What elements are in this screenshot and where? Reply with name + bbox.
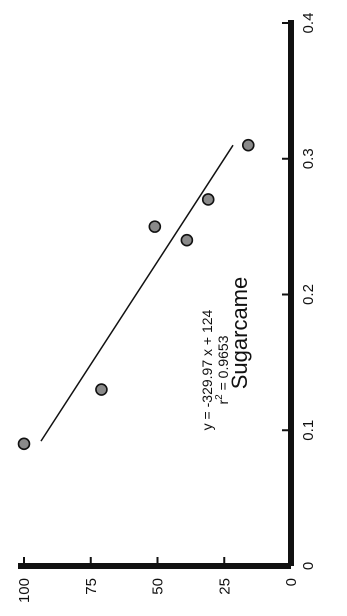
y-tick-label: 50 <box>150 578 167 595</box>
y-tick-label: 25 <box>216 578 233 595</box>
x-tick-label: 0.2 <box>300 284 317 305</box>
regression-equation: y = -329.97 x + 124 <box>199 309 215 430</box>
x-tick-label: 0.4 <box>300 13 317 34</box>
data-point <box>201 193 215 206</box>
data-point <box>241 138 255 152</box>
data-point <box>17 437 31 451</box>
x-tick-label: 0.1 <box>300 420 317 441</box>
chart-title: Sugarcame <box>227 277 252 390</box>
x-tick-label: 0 <box>300 562 317 570</box>
y-tick-label: 75 <box>83 578 100 595</box>
data-point <box>95 383 108 396</box>
y-tick-label: 0 <box>283 578 300 586</box>
y-tick-label: 100 <box>16 578 33 603</box>
regression-line <box>40 144 234 442</box>
r-squared-label: r2 = 0.9653 <box>214 335 231 404</box>
data-point <box>148 220 162 233</box>
data-point <box>180 233 194 247</box>
x-tick-label: 0.3 <box>300 148 317 169</box>
